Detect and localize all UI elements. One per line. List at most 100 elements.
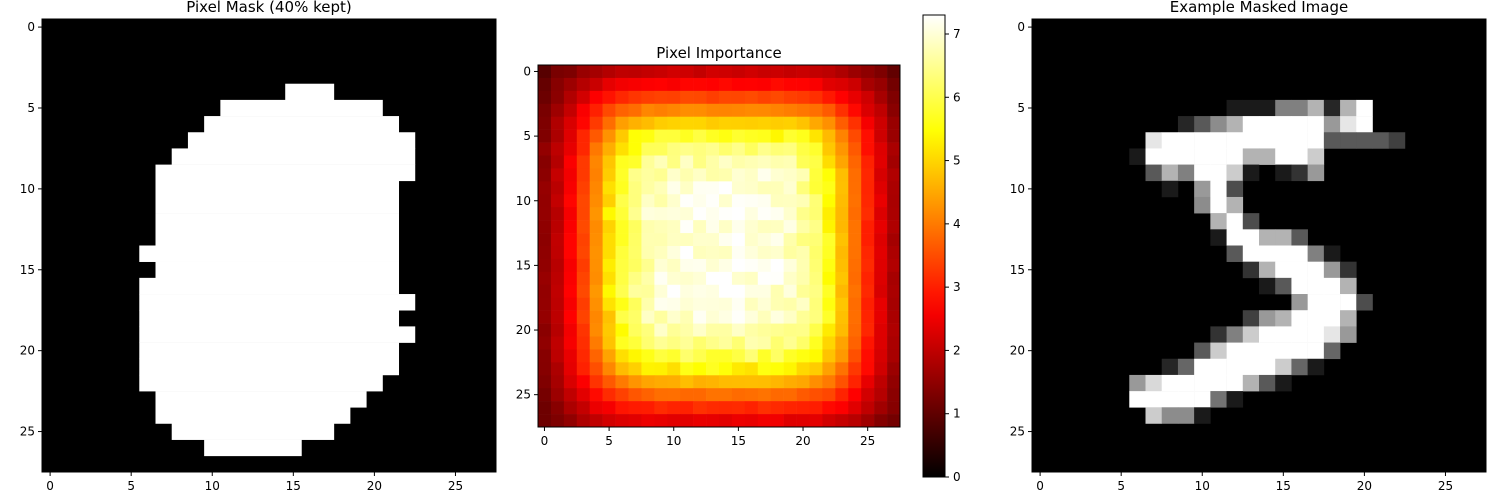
importance-cell xyxy=(796,168,810,182)
importance-cell xyxy=(757,129,772,143)
importance-cell xyxy=(757,194,772,208)
importance-cell xyxy=(615,349,629,363)
image-pixel xyxy=(1161,374,1179,392)
importance-cell xyxy=(809,233,823,247)
importance-cell xyxy=(602,246,616,260)
image-pixel xyxy=(1242,245,1260,262)
importance-cell xyxy=(887,297,901,311)
x-tick-label: 15 xyxy=(731,434,746,448)
importance-cell xyxy=(861,220,875,234)
importance-cell xyxy=(848,233,862,247)
importance-cell xyxy=(874,297,888,311)
importance-cell xyxy=(706,116,720,130)
image-pixel xyxy=(1226,391,1244,408)
importance-cell xyxy=(563,388,578,402)
importance-cell xyxy=(667,362,681,376)
importance-cell xyxy=(757,362,772,376)
image-pixel xyxy=(1291,132,1308,149)
image-pixel xyxy=(1291,358,1308,376)
x-tick-label: 5 xyxy=(605,434,613,448)
importance-cell xyxy=(615,142,629,156)
importance-cell xyxy=(757,310,772,324)
x-tick-label: 15 xyxy=(286,479,301,493)
importance-cell xyxy=(576,414,591,428)
importance-cell xyxy=(667,414,681,428)
importance-cell xyxy=(654,388,668,402)
importance-cell xyxy=(822,77,836,92)
image-pixel xyxy=(1307,261,1325,279)
importance-cell xyxy=(731,297,746,311)
importance-cell xyxy=(589,323,603,337)
importance-cell xyxy=(589,220,603,234)
importance-cell xyxy=(796,258,810,273)
importance-cell xyxy=(861,90,875,105)
image-pixel xyxy=(1340,116,1357,133)
importance-cell xyxy=(783,246,797,260)
importance-cell xyxy=(563,116,578,130)
importance-cell xyxy=(796,284,810,299)
importance-cell xyxy=(576,103,591,118)
importance-cell xyxy=(822,65,836,79)
importance-cell xyxy=(887,155,901,169)
image-pixel xyxy=(1291,294,1308,311)
importance-cell xyxy=(602,65,616,79)
importance-cell xyxy=(706,220,720,234)
importance-cell xyxy=(796,362,810,376)
importance-cell xyxy=(770,284,784,299)
importance-cell xyxy=(654,375,668,389)
importance-cell xyxy=(783,323,797,337)
importance-cell xyxy=(628,401,642,415)
importance-cell xyxy=(848,220,862,234)
importance-cell xyxy=(680,246,694,260)
importance-cell xyxy=(796,233,810,247)
importance-cell xyxy=(706,207,720,221)
importance-cell xyxy=(731,103,746,118)
importance-cell xyxy=(887,284,901,299)
importance-cell xyxy=(589,297,603,311)
importance-cell xyxy=(615,181,629,195)
importance-cell xyxy=(783,90,797,105)
importance-cell xyxy=(887,129,901,143)
importance-cell xyxy=(783,336,797,350)
importance-cell xyxy=(731,336,746,350)
image-pixel xyxy=(1259,326,1276,343)
chart-title: Pixel Importance xyxy=(656,44,781,62)
importance-cell xyxy=(628,362,642,376)
importance-cell xyxy=(731,388,746,402)
importance-cell xyxy=(744,220,759,234)
importance-cell xyxy=(589,284,603,299)
importance-cell xyxy=(822,116,836,130)
importance-cell xyxy=(887,336,901,350)
mask-cell xyxy=(139,374,383,392)
importance-cell xyxy=(602,90,616,105)
importance-cell xyxy=(757,388,772,402)
importance-cell xyxy=(693,349,707,363)
importance-cell xyxy=(563,142,578,156)
importance-cell xyxy=(874,362,888,376)
importance-cell xyxy=(667,77,681,92)
importance-cell xyxy=(602,271,616,286)
importance-cell xyxy=(887,233,901,247)
image-pixel xyxy=(1307,116,1325,133)
importance-cell xyxy=(848,246,862,260)
colorbar-tick-label: 5 xyxy=(953,154,961,168)
importance-cell xyxy=(744,388,759,402)
importance-cell xyxy=(822,271,836,286)
importance-cell xyxy=(887,77,901,92)
importance-cell xyxy=(835,194,849,208)
importance-cell xyxy=(744,181,759,195)
x-tick-label: 10 xyxy=(205,479,220,493)
image-pixel xyxy=(1194,180,1211,198)
importance-cell xyxy=(835,375,849,389)
importance-cell xyxy=(744,297,759,311)
importance-cell xyxy=(822,168,836,182)
importance-cell xyxy=(538,271,552,286)
importance-cell xyxy=(538,168,552,182)
axes-frame xyxy=(537,64,901,428)
importance-cell xyxy=(874,90,888,105)
importance-cell xyxy=(680,90,694,105)
importance-cell xyxy=(770,77,784,92)
importance-cell xyxy=(757,90,772,105)
importance-cell xyxy=(538,388,552,402)
image-pixel xyxy=(1194,164,1211,182)
